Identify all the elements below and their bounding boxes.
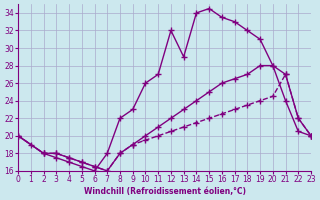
X-axis label: Windchill (Refroidissement éolien,°C): Windchill (Refroidissement éolien,°C) xyxy=(84,187,245,196)
